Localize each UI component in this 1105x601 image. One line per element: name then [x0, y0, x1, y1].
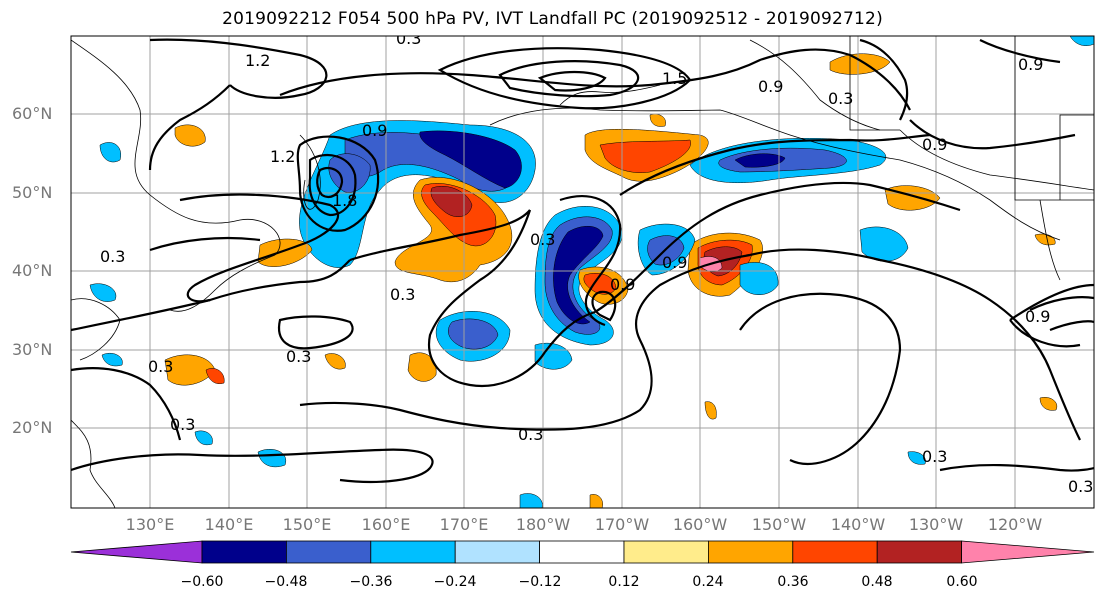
lon-label: 170°E — [439, 515, 489, 534]
lat-label: 20°N — [12, 418, 53, 437]
colorbar-tick-label: −0.60 — [180, 574, 224, 590]
colorbar-tick-label: 0.36 — [777, 574, 809, 590]
colorbar-tick-label: −0.12 — [518, 574, 562, 590]
lon-label: 140°W — [830, 515, 886, 534]
contour-label: 0.3 — [100, 247, 125, 266]
colorbar-tick-label: 0.48 — [861, 574, 893, 590]
contour-label: 0.9 — [1018, 55, 1043, 74]
lon-label: 130°E — [125, 515, 175, 534]
contour-label: 0.9 — [662, 253, 687, 272]
colorbar-segment — [708, 540, 794, 564]
contour-label: 0.3 — [148, 357, 173, 376]
contour-label: 0.3 — [828, 89, 853, 108]
lon-label: 160°E — [361, 515, 411, 534]
lat-label: 40°N — [12, 261, 53, 280]
lon-label: 160°W — [672, 515, 728, 534]
colorbar-segment — [876, 540, 963, 564]
colorbar-segment — [623, 540, 709, 564]
colorbar — [70, 540, 1095, 564]
contour-label: 0.3 — [922, 447, 947, 466]
contour-label: 1.5 — [662, 69, 687, 88]
map-frame — [70, 35, 1095, 509]
colorbar-segment — [961, 540, 1095, 564]
lon-label: 180°W — [515, 515, 571, 534]
pv-contours — [71, 38, 1094, 483]
colorbar-segment — [285, 540, 372, 564]
contour-label: 0.9 — [362, 121, 387, 140]
colorbar-segment — [370, 540, 456, 564]
colorbar-segment — [70, 540, 203, 564]
coastlines — [71, 36, 1094, 508]
colorbar-tick-label: −0.24 — [433, 574, 477, 590]
contour-label: 0.3 — [1068, 477, 1093, 496]
lon-label: 140°E — [204, 515, 254, 534]
contour-label: 0.9 — [610, 275, 635, 294]
pv-anomaly-shading — [89, 36, 1094, 508]
contour-labels: 1.2 1.5 0.9 1.2 1.8 0.9 0.3 0.9 0.3 0.9 … — [100, 29, 1093, 496]
colorbar-segment — [539, 540, 625, 564]
colorbar-tick-label: −0.48 — [264, 574, 308, 590]
contour-label: 1.2 — [245, 51, 270, 70]
contour-label: 0.9 — [1025, 307, 1050, 326]
contour-label: 0.9 — [922, 135, 947, 154]
colorbar-segment — [454, 540, 541, 564]
contour-label: 1.2 — [270, 147, 295, 166]
contour-label: 0.3 — [518, 425, 543, 444]
colorbar-tick-label: 0.12 — [608, 574, 640, 590]
lon-label: 120°W — [987, 515, 1043, 534]
contour-label: 0.3 — [390, 285, 415, 304]
colorbar-tick-label: −0.36 — [349, 574, 393, 590]
contour-label: 0.9 — [758, 77, 783, 96]
lat-label: 30°N — [12, 340, 53, 359]
contour-label: 0.3 — [530, 230, 555, 249]
lon-label: 150°W — [751, 515, 807, 534]
contour-label: 0.3 — [286, 347, 311, 366]
map-title: 2019092212 F054 500 hPa PV, IVT Landfall… — [222, 9, 883, 29]
colorbar-segment — [792, 540, 878, 564]
lat-label: 50°N — [12, 183, 53, 202]
contour-label: 0.3 — [170, 415, 195, 434]
lat-label: 60°N — [12, 104, 53, 123]
colorbar-tick-label: 0.24 — [692, 574, 724, 590]
colorbar-segment — [201, 540, 287, 564]
contour-label: 1.8 — [332, 191, 357, 210]
lon-label: 130°W — [908, 515, 964, 534]
contour-label: 0.3 — [396, 29, 421, 48]
colorbar-tick-label: 0.60 — [946, 574, 978, 590]
lon-label: 150°E — [282, 515, 332, 534]
lon-label: 170°W — [594, 515, 650, 534]
